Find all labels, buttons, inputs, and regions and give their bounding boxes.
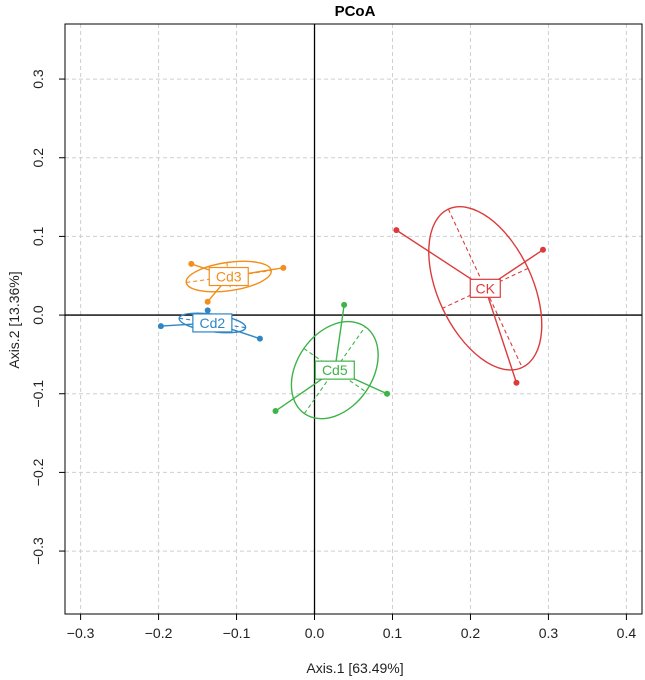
x-tick-label: 0.3 xyxy=(539,625,559,641)
group-cd3-label: Cd3 xyxy=(216,269,242,285)
group-ck-spoke xyxy=(484,288,518,383)
y-tick-label: 0.3 xyxy=(30,69,46,89)
group-cd2-point xyxy=(204,307,211,314)
group-ck: CK xyxy=(393,205,546,386)
group-ck-minor-axis xyxy=(442,267,529,309)
group-cd2-point xyxy=(256,335,263,342)
y-axis-label: Axis.2 [13.36%] xyxy=(6,271,22,368)
plot-frame xyxy=(64,23,643,615)
x-tick-label: −0.1 xyxy=(223,625,251,641)
group-cd2-point xyxy=(157,323,164,330)
group-cd5-point xyxy=(272,408,279,415)
y-tick-label: −0.1 xyxy=(30,380,46,408)
group-cd3: Cd3 xyxy=(185,260,287,305)
group-ck-spoke xyxy=(396,229,486,289)
group-ck-label-box xyxy=(469,278,501,298)
reference-lines xyxy=(65,24,642,614)
y-tick-label: −0.3 xyxy=(30,537,46,565)
group-cd2: Cd2 xyxy=(157,307,263,342)
y-tick-label: 0.0 xyxy=(30,305,46,325)
x-tick-label: 0.2 xyxy=(461,625,481,641)
group-cd3-point xyxy=(280,264,287,271)
series-layer: Cd3 Cd2 Cd5 CK xyxy=(157,205,546,420)
y-tick-label: 0.2 xyxy=(30,148,46,168)
group-cd3-point xyxy=(188,260,195,267)
x-tick-label: −0.2 xyxy=(145,625,173,641)
x-tick-label: 0.1 xyxy=(383,625,403,641)
group-ck-point xyxy=(539,246,546,253)
group-ck-label: CK xyxy=(476,280,496,296)
chart-title: PCoA xyxy=(335,3,376,20)
x-tick-label: −0.3 xyxy=(67,625,95,641)
group-ck-point xyxy=(393,227,400,234)
x-tick-label: 0.0 xyxy=(305,625,325,641)
group-ck-point xyxy=(513,379,520,386)
group-cd5-spoke xyxy=(334,304,345,371)
group-cd5: Cd5 xyxy=(272,301,391,420)
group-cd3-label-box xyxy=(208,266,249,287)
group-cd5-point xyxy=(384,390,391,397)
y-tick-label: 0.1 xyxy=(30,226,46,246)
x-tick-label: 0.4 xyxy=(617,625,637,641)
group-cd5-major-axis xyxy=(303,326,366,414)
group-cd2-label: Cd2 xyxy=(200,315,226,331)
group-cd5-point xyxy=(341,301,348,308)
x-axis-label: Axis.1 [63.49%] xyxy=(306,660,403,676)
tick-layer: −0.3 −0.2 −0.1 0.0 0.1 0.2 0.3 0.4 −0.3 −0.2 −0.1 0… xyxy=(30,69,636,641)
group-cd2-label-box xyxy=(192,313,233,333)
grid-layer xyxy=(65,24,642,614)
group-cd5-label: Cd5 xyxy=(322,362,348,378)
group-cd3-point xyxy=(204,298,211,305)
y-tick-label: −0.2 xyxy=(30,458,46,486)
group-cd5-label-box xyxy=(314,360,355,380)
